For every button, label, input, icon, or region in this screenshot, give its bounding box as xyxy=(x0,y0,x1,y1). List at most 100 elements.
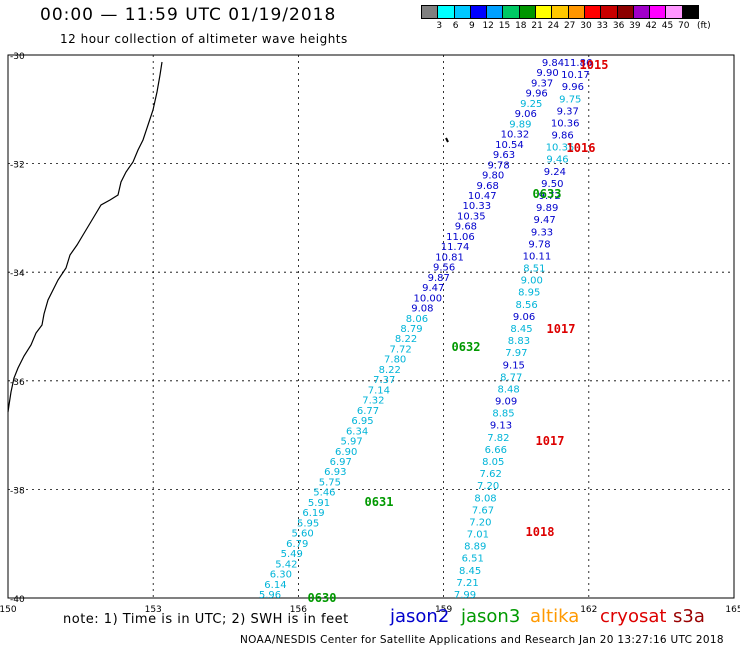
wave-height-label: 6.66 xyxy=(485,445,507,456)
pass-id-label: 1016 xyxy=(567,141,596,155)
wave-height-label: 9.90 xyxy=(536,68,558,79)
wave-height-label: 10.35 xyxy=(457,211,486,222)
wave-height-label: 9.89 xyxy=(509,119,531,130)
pass-id-label: 0633 xyxy=(533,187,562,201)
legend-jason2: jason2 xyxy=(390,606,450,627)
wave-height-label: 9.56 xyxy=(433,263,455,274)
colorbar-tick-label: 45 xyxy=(661,21,674,31)
colorbar-tick-label: 42 xyxy=(645,21,657,31)
wave-height-label: 9.84 xyxy=(542,58,564,69)
track-labels: 5.966.146.305.425.496.795.605.956.195.91… xyxy=(259,58,592,601)
wave-height-label: 5.91 xyxy=(308,498,330,509)
wave-height-label: 9.63 xyxy=(493,150,515,161)
wave-height-label: 5.97 xyxy=(341,437,363,448)
wave-height-label: 9.25 xyxy=(520,99,542,110)
lat-tick-label: -30 xyxy=(10,52,25,62)
colorbar-tick-label: 21 xyxy=(531,21,543,31)
colorbar-tick-label: 30 xyxy=(580,21,592,31)
colorbar-tick-label: 70 xyxy=(678,21,690,31)
wave-height-label: 9.68 xyxy=(477,181,499,192)
wave-height-label: 7.21 xyxy=(456,578,478,589)
pass-id-label: 1015 xyxy=(580,58,609,72)
wave-height-label: 8.95 xyxy=(518,288,540,299)
wave-height-label: 5.42 xyxy=(275,559,297,570)
island-mark xyxy=(445,137,449,143)
wave-height-label: 10.35 xyxy=(546,143,575,154)
coastline xyxy=(7,61,163,413)
colorbar-tick-label: 18 xyxy=(515,21,527,31)
map-frame xyxy=(7,54,735,599)
wave-height-label: 7.82 xyxy=(487,433,509,444)
wave-height-label: 11.86 xyxy=(564,58,593,69)
map-title: 00:00 — 11:59 UTC 01/19/2018 xyxy=(40,5,337,25)
wave-height-label: 7.32 xyxy=(362,396,384,407)
colorbar-tick-label: 33 xyxy=(596,21,609,31)
wave-height-label: 8.05 xyxy=(482,457,504,468)
wave-height-label: 8.85 xyxy=(492,409,514,420)
lat-tick-label: -32 xyxy=(10,161,25,171)
legend-jason3: jason3 xyxy=(461,606,521,627)
wave-height-label: 7.67 xyxy=(472,505,494,516)
wave-height-label: 9.13 xyxy=(490,421,512,432)
wave-height-label: 5.75 xyxy=(319,477,341,488)
wave-height-label: 9.15 xyxy=(503,360,525,371)
wave-height-label: 9.80 xyxy=(482,171,504,182)
wave-height-label: 6.95 xyxy=(351,416,373,427)
wave-height-label: 8.45 xyxy=(510,324,532,335)
wave-height-label: 9.06 xyxy=(513,312,535,323)
pass-id-label: 1017 xyxy=(547,322,576,336)
wave-height-label: 9.00 xyxy=(521,276,543,287)
wave-height-label: 11.06 xyxy=(446,232,475,243)
footer-credit: NOAA/NESDIS Center for Satellite Applica… xyxy=(240,634,724,646)
wave-height-label: 9.08 xyxy=(411,304,433,315)
wave-height-label: 7.20 xyxy=(477,481,499,492)
lon-tick-label: 153 xyxy=(145,605,162,615)
wave-height-label: 9.75 xyxy=(559,94,581,105)
wave-height-label: 9.47 xyxy=(422,283,444,294)
wave-height-label: 6.93 xyxy=(324,467,346,478)
wave-height-label: 10.47 xyxy=(468,191,497,202)
wave-height-label: 10.32 xyxy=(501,130,530,141)
wave-height-label: 7.62 xyxy=(480,469,502,480)
colorbar-unit: (ft) xyxy=(697,21,711,31)
lat-tick-label: -34 xyxy=(10,269,25,279)
colorbar-tick-label: 15 xyxy=(498,21,511,31)
wave-height-label: 9.96 xyxy=(562,82,584,93)
lon-tick-label: 150 xyxy=(0,605,17,615)
wave-height-label: 9.96 xyxy=(526,89,548,100)
wave-height-label: 6.77 xyxy=(357,406,379,417)
colorbar-tick-label: 36 xyxy=(612,21,625,31)
wave-height-colorbar: 3 6 9 12 15 18 21 24 27 30 33 36 39 42 45 70 (ft) xyxy=(421,5,711,33)
wave-height-label: 5.60 xyxy=(292,529,314,540)
colorbar-tick-label: 12 xyxy=(482,21,494,31)
wave-height-label: 9.06 xyxy=(515,109,537,120)
wave-height-label: 10.81 xyxy=(435,252,464,263)
colorbar-tick-label: 27 xyxy=(563,21,576,31)
wave-height-label: 6.30 xyxy=(270,570,292,581)
lat-tick-label: -40 xyxy=(10,595,25,605)
wave-height-label: 7.97 xyxy=(505,348,527,359)
colorbar-tick-label: 24 xyxy=(547,21,560,31)
wave-height-label: 6.90 xyxy=(335,447,357,458)
lon-tick-label: 156 xyxy=(290,605,307,615)
wave-height-label: 8.89 xyxy=(464,542,486,553)
wave-height-label: 8.56 xyxy=(516,300,538,311)
wave-height-label: 9.87 xyxy=(428,273,450,284)
colorbar-tick-label: 3 xyxy=(436,21,443,31)
wave-height-label: 9.78 xyxy=(528,239,550,250)
wave-height-label: 9.37 xyxy=(557,106,579,117)
pass-id-label: 0631 xyxy=(365,495,394,509)
wave-height-label: 6.19 xyxy=(302,508,324,519)
wave-height-label: 6.79 xyxy=(286,539,308,550)
wave-height-label: 10.11 xyxy=(523,251,552,262)
map-subtitle: 12 hour collection of altimeter wave hei… xyxy=(60,32,348,46)
wave-height-label: 9.50 xyxy=(541,179,563,190)
wave-height-label: 8.22 xyxy=(379,365,401,376)
lon-tick-label: 159 xyxy=(435,605,452,615)
colorbar-tick-label: 39 xyxy=(629,21,641,31)
legend-cryosat: cryosat xyxy=(600,606,667,627)
wave-height-label: 9.09 xyxy=(495,397,517,408)
wave-height-label: 10.54 xyxy=(495,140,524,151)
